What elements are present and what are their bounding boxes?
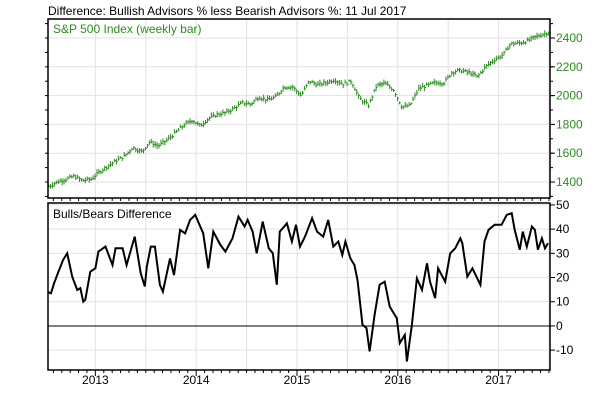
y-tick-label: 1400: [556, 175, 583, 189]
x-tick-label: 2014: [183, 373, 210, 387]
sp500-panel-frame: [47, 18, 551, 199]
bullsbears-grid: [48, 203, 550, 370]
bullsbears-panel-frame: [47, 202, 551, 371]
x-tick-label: 2013: [82, 373, 109, 387]
bullsbears-y-axis: -10 0 10 20 30 40 50: [550, 198, 574, 357]
chart-title: Difference: Bullish Advisors % less Bear…: [48, 4, 407, 18]
y-tick-label: 40: [556, 222, 570, 236]
x-tick-label: 2016: [384, 373, 411, 387]
x-tick-label: 2015: [284, 373, 311, 387]
bullsbears-panel-label: Bulls/Bears Difference: [53, 207, 172, 221]
sp500-grid: [48, 19, 550, 198]
x-tick-label: 2017: [485, 373, 512, 387]
y-tick-label: 2000: [556, 89, 583, 103]
y-tick-label: 20: [556, 271, 570, 285]
y-tick-label: 2200: [556, 60, 583, 74]
y-tick-label: 30: [556, 246, 570, 260]
y-tick-label: 1600: [556, 146, 583, 160]
y-tick-label: 0: [556, 319, 563, 333]
y-tick-label: 50: [556, 198, 570, 212]
y-tick-label: 10: [556, 295, 570, 309]
y-tick-label: 1800: [556, 117, 583, 131]
y-tick-label: -10: [556, 343, 574, 357]
sp500-bars: [48, 30, 551, 189]
sp500-y-axis: 1400 1600 1800 2000 2200 2400: [45, 23, 583, 197]
y-tick-label: 2400: [556, 31, 583, 45]
x-axis: 2013 2014 2015 2016 2017: [52, 198, 550, 387]
sp500-panel-label: S&P 500 Index (weekly bar): [53, 22, 202, 36]
bullsbears-line: [47, 211, 549, 362]
